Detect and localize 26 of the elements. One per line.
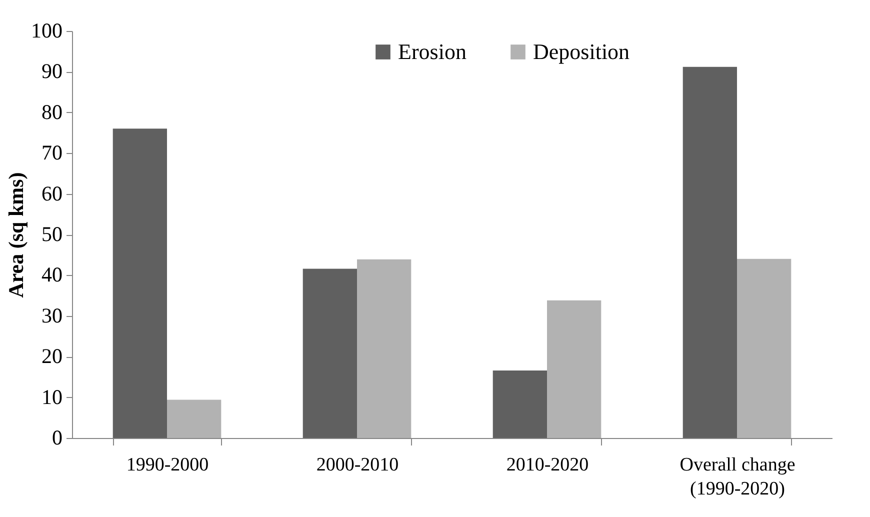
y-tick-label: 10	[42, 384, 62, 409]
legend-label: Deposition	[533, 39, 630, 64]
y-tick-label: 90	[42, 59, 62, 84]
y-tick-label: 50	[42, 222, 62, 246]
x-tick-label: Overall change (1990-2020)	[680, 454, 796, 500]
bar	[737, 258, 792, 438]
bar	[112, 128, 167, 438]
x-tick-label: 1990-2000	[126, 454, 209, 476]
y-tick-label: 40	[42, 262, 62, 287]
y-tick-label: 20	[42, 344, 62, 368]
y-tick-label: 30	[42, 303, 62, 328]
bar	[357, 259, 412, 438]
x-tick-label: 2000-2010	[316, 454, 399, 476]
bar	[682, 66, 737, 438]
y-tick-label: 0	[52, 426, 62, 450]
y-tick-label: 100	[31, 18, 62, 42]
x-tick-label: 2010-2020	[506, 454, 589, 476]
y-tick-label: 80	[42, 100, 62, 124]
y-tick-label: 70	[42, 140, 62, 165]
y-tick-label: 60	[42, 181, 62, 206]
bar	[302, 268, 357, 438]
bar	[547, 300, 602, 438]
bar	[492, 370, 547, 438]
legend-label: Erosion	[398, 39, 466, 64]
bar	[167, 400, 222, 438]
y-axis-title: Area (sq kms)	[4, 172, 28, 298]
